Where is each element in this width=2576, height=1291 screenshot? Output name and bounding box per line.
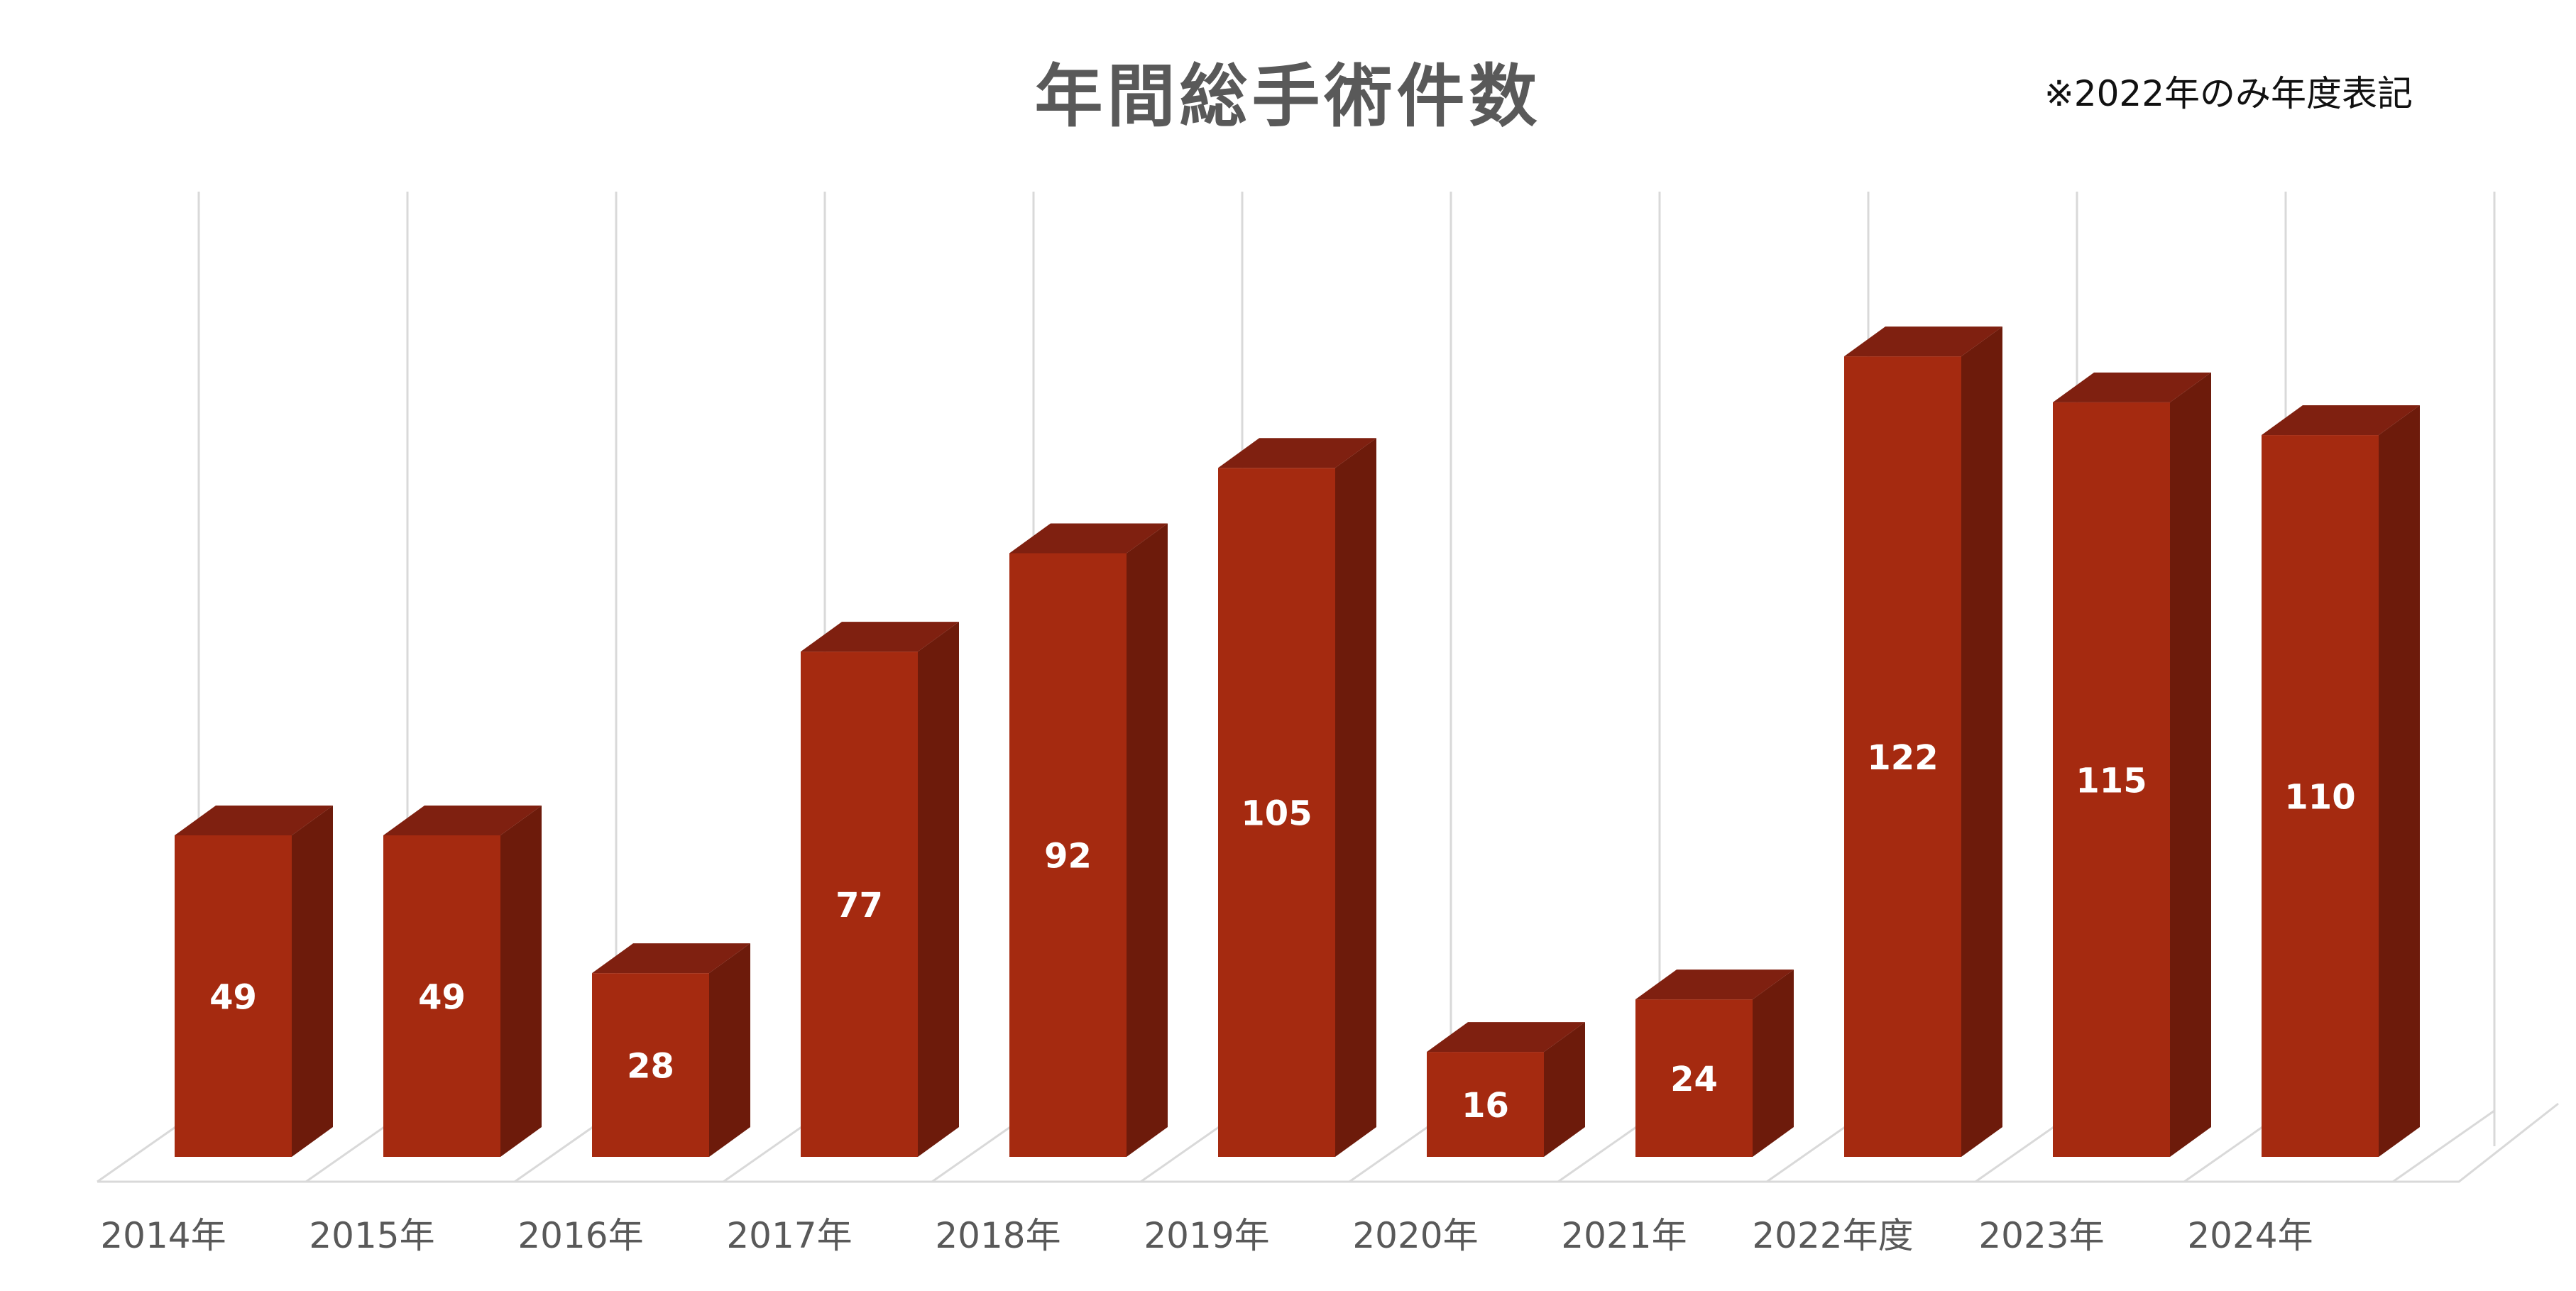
x-tick-label: 2015年	[309, 1215, 434, 1256]
bar	[2262, 405, 2420, 1157]
bar-side	[1961, 326, 2002, 1157]
bar-front	[801, 652, 918, 1157]
bar-side	[292, 805, 333, 1157]
bar-side	[918, 622, 959, 1157]
bar-front	[2262, 435, 2379, 1157]
bar-side	[1335, 438, 1376, 1157]
labels-layer: 49 49 28 77 92 105 16 24 122 115 110	[209, 738, 2356, 1126]
bar-top	[175, 805, 333, 835]
x-tick-label: 2024年	[2187, 1215, 2313, 1256]
data-label: 122	[1867, 738, 1938, 778]
data-label: 28	[627, 1047, 674, 1087]
bar	[1427, 1022, 1585, 1157]
bar-side	[2170, 372, 2211, 1158]
data-label: 105	[1241, 794, 1312, 834]
data-label: 77	[835, 886, 883, 925]
data-label: 115	[2076, 761, 2147, 801]
bar-front	[1009, 553, 1127, 1157]
bar-top	[1844, 326, 2002, 357]
data-label: 110	[2284, 778, 2355, 818]
bar	[2053, 372, 2211, 1158]
bar	[1844, 326, 2002, 1157]
data-label: 92	[1044, 837, 1092, 877]
x-tick-label: 2022年度	[1752, 1215, 1913, 1256]
bar-front	[1427, 1052, 1544, 1157]
bars-layer	[175, 326, 2420, 1158]
bar-side	[709, 943, 750, 1157]
bar-top	[1635, 969, 1794, 1000]
bar	[592, 943, 750, 1157]
data-label: 49	[418, 977, 466, 1017]
x-tick-label: 2016年	[517, 1215, 643, 1256]
bar	[383, 805, 542, 1157]
bar-top	[2053, 372, 2211, 402]
bar	[175, 805, 333, 1157]
bar-top	[1427, 1022, 1585, 1053]
bar-front	[2053, 402, 2170, 1158]
x-tick-label: 2023年	[1978, 1215, 2104, 1256]
floor-outline	[97, 1102, 2559, 1183]
x-tick-label: 2018年	[935, 1215, 1060, 1256]
bar-front	[1635, 999, 1753, 1157]
bar	[1009, 523, 1168, 1157]
bar	[1218, 438, 1376, 1157]
bar-front	[383, 835, 500, 1157]
bar-side	[1753, 969, 1794, 1157]
floor-divider	[2392, 1109, 2495, 1183]
x-tick-label: 2019年	[1144, 1215, 1269, 1256]
bar-side	[500, 805, 542, 1157]
bar	[1635, 969, 1794, 1157]
bar-side	[1544, 1022, 1585, 1157]
bar-front	[592, 973, 709, 1157]
bar-top	[801, 622, 959, 652]
bar	[801, 622, 959, 1157]
bar-side	[2379, 405, 2420, 1157]
data-label: 24	[1670, 1060, 1718, 1099]
x-tick-label: 2020年	[1352, 1215, 1478, 1256]
data-label: 49	[209, 977, 257, 1017]
bar-top	[1009, 523, 1168, 554]
bar-top	[1218, 438, 1376, 468]
x-tick-label: 2014年	[100, 1215, 226, 1256]
bar-top	[592, 943, 750, 974]
bar-front	[1844, 356, 1961, 1157]
bar-side	[1127, 523, 1168, 1157]
x-tick-label: 2021年	[1561, 1215, 1687, 1256]
x-tick-label: 2017年	[726, 1215, 852, 1256]
chart-note: ※2022年のみ年度表記	[2044, 73, 2413, 114]
bar-front	[175, 835, 292, 1157]
ticks-layer: 2014年 2015年 2016年 2017年 2018年 2019年 2020年 2021年…	[100, 1215, 2313, 1256]
data-label: 16	[1462, 1086, 1509, 1126]
chart-title: 年間総手術件数	[1034, 57, 1542, 136]
bar-front	[1218, 468, 1335, 1157]
bar-top	[2262, 405, 2420, 436]
bar-top	[383, 805, 542, 835]
